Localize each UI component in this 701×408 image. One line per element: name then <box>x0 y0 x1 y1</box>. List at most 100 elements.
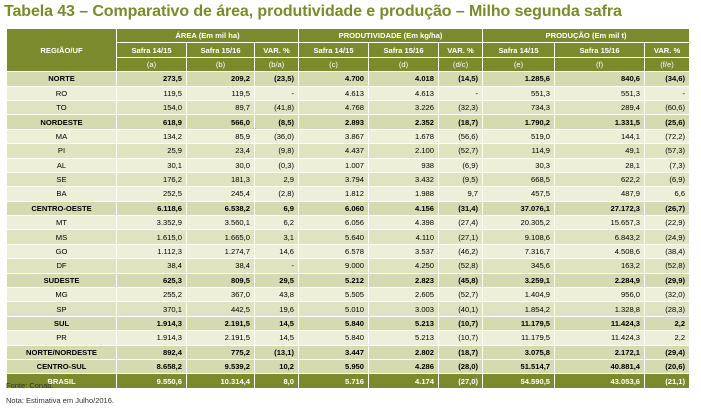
value-cell: 134,2 <box>116 128 187 145</box>
value-cell: 938 <box>368 157 440 173</box>
value-cell: (45,8) <box>438 272 484 289</box>
col-header: VAR. % <box>438 42 484 58</box>
region-cell: DF <box>6 258 117 274</box>
value-cell: 809,5 <box>186 272 255 289</box>
value-cell: 209,2 <box>186 71 255 87</box>
value-cell: (24,9) <box>644 229 691 245</box>
region-cell: MA <box>6 128 117 145</box>
production-group-header: PRODUÇÃO (Em mil t) <box>482 27 691 44</box>
value-cell: 519,0 <box>482 128 556 145</box>
value-cell: (8,5) <box>253 114 300 130</box>
value-cell: 775,2 <box>186 344 255 360</box>
value-cell: (28,0) <box>438 358 484 375</box>
value-cell: 2.172,1 <box>554 344 646 360</box>
state-row: GO 1.112,3 1.274,7 14,6 6.578 3.537 (46,2) 7.31… <box>6 243 691 260</box>
value-cell: 144,1 <box>554 128 646 145</box>
state-row: MT 3.352,9 3.560,1 6,2 6.056 4.398 (27,4) 20.30… <box>6 215 691 231</box>
state-row: SE 176,2 181,3 2,9 3.794 3.432 (9,5) 668,5 622,2… <box>6 171 691 188</box>
value-cell: (27,4) <box>438 215 484 231</box>
region-row: NORTE 273,5 209,2 (23,5) 4.700 4.018 (14,5) 1.2… <box>6 71 691 87</box>
value-cell: 370,1 <box>116 301 187 317</box>
value-cell: 1.854,2 <box>482 301 556 317</box>
value-cell: 551,3 <box>482 85 556 101</box>
value-cell: (32,0) <box>644 287 691 303</box>
region-cell: MT <box>6 215 117 231</box>
value-cell: 19,6 <box>253 301 300 317</box>
value-cell: (26,7) <box>644 200 691 217</box>
value-cell: 4.018 <box>368 71 440 87</box>
value-cell: 6,9 <box>253 200 300 217</box>
region-row: CENTRO-OESTE 6.118,6 6.538,2 6,9 6.060 4.156(… <box>6 200 691 217</box>
value-cell: 3.560,1 <box>186 215 255 231</box>
value-cell: 20.305,2 <box>482 215 556 231</box>
value-cell: (52,8) <box>644 258 691 274</box>
value-cell: 28,1 <box>554 157 646 173</box>
value-cell: (38,4) <box>644 243 691 260</box>
value-cell: 38,4 <box>116 258 187 274</box>
col-header: VAR. % <box>253 42 300 58</box>
header-letter-row: (a) (b) (b/a) (c) (d) (d/c) (e) (f) (f/e… <box>7 56 691 73</box>
value-cell: 956,0 <box>554 287 646 303</box>
value-cell: 2.191,5 <box>186 330 255 346</box>
value-cell: (22,9) <box>644 215 691 231</box>
value-cell: 3.352,9 <box>116 215 187 231</box>
value-cell: 442,5 <box>186 301 255 317</box>
value-cell: 668,5 <box>482 171 556 188</box>
value-cell: 15.657,3 <box>554 215 646 231</box>
value-cell: - <box>253 258 300 274</box>
value-cell: 30,1 <box>116 157 187 173</box>
col-header: VAR. % <box>644 42 691 58</box>
value-cell: 9,7 <box>438 186 484 202</box>
value-cell: 6.118,6 <box>116 200 187 217</box>
value-cell: (9,8) <box>253 143 300 159</box>
value-cell: 618,9 <box>116 114 187 130</box>
value-cell: 154,0 <box>116 99 187 116</box>
region-cell: NORTE <box>6 71 117 87</box>
state-row: PR 1.914,3 2.191,5 14,5 5.840 5.213 (10,7) 11.1… <box>6 330 691 346</box>
table-body: NORTE 273,5 209,2 (23,5) 4.700 4.018 (14,5) 1.2… <box>6 71 691 389</box>
value-cell: 181,3 <box>186 171 255 188</box>
value-cell: 734,3 <box>482 99 556 116</box>
value-cell: 3.259,1 <box>482 272 556 289</box>
value-cell: 23,4 <box>186 143 255 159</box>
value-cell: 4.110 <box>368 229 440 245</box>
value-cell: 7.316,7 <box>482 243 556 260</box>
value-cell: 625,3 <box>116 272 187 289</box>
value-cell: 10.314,4 <box>186 373 255 389</box>
value-cell: 54.590,5 <box>482 373 556 389</box>
value-cell: 114,9 <box>482 143 556 159</box>
state-row: MG 255,2 367,0 43,8 5.505 2.605 (52,7) 1.404,9 9… <box>6 287 691 303</box>
value-cell: 289,4 <box>554 99 646 116</box>
region-cell: TO <box>6 99 117 116</box>
value-cell: 5.010 <box>298 301 370 317</box>
col-header: Safra 14/15 <box>298 42 370 58</box>
value-cell: 1.328,8 <box>554 301 646 317</box>
value-cell: (52,7) <box>438 287 484 303</box>
value-cell: 38,4 <box>186 258 255 274</box>
value-cell: 1.988 <box>368 186 440 202</box>
value-cell: 30,0 <box>186 157 255 173</box>
value-cell: 4.613 <box>368 85 440 101</box>
value-cell: 2,2 <box>644 315 691 332</box>
value-cell: (10,7) <box>438 315 484 332</box>
value-cell: 9.539,2 <box>186 358 255 375</box>
value-cell: (72,2) <box>644 128 691 145</box>
col-letter: (f/e) <box>644 56 691 73</box>
value-cell: 5.840 <box>298 315 370 332</box>
region-row: CENTRO-SUL 8.658,2 9.539,2 10,2 5.950 4.286 (2… <box>6 358 691 375</box>
value-cell: 2,9 <box>253 171 300 188</box>
value-cell: 1.790,2 <box>482 114 556 130</box>
productivity-group-header: PRODUTIVIDADE (Em kg/ha) <box>298 27 484 44</box>
region-cell: AL <box>6 157 117 173</box>
value-cell: 5.950 <box>298 358 370 375</box>
value-cell: (40,1) <box>438 301 484 317</box>
value-cell: 1.678 <box>368 128 440 145</box>
value-cell: 457,5 <box>482 186 556 202</box>
value-cell: 1.812 <box>298 186 370 202</box>
value-cell: 2,2 <box>644 330 691 346</box>
state-row: TO 154,0 89,7 (41,8) 4.768 3.226 (32,3) 734,3 28… <box>6 99 691 116</box>
region-cell: CENTRO-SUL <box>6 358 117 375</box>
value-cell: (21,1) <box>644 373 691 389</box>
value-cell: 5.505 <box>298 287 370 303</box>
value-cell: 6.843,2 <box>554 229 646 245</box>
